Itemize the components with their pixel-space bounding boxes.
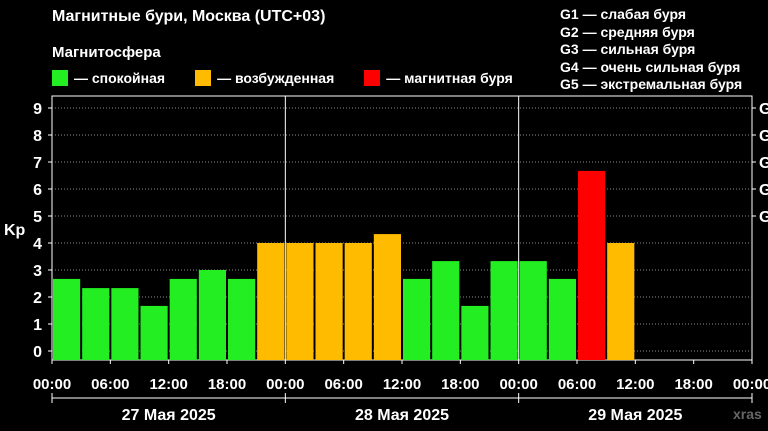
y-tick-label-2: 2 bbox=[33, 290, 42, 307]
legend-label-storm: — магнитная буря bbox=[386, 70, 513, 86]
right-axis-label-g1: G bbox=[759, 209, 768, 226]
bar-9 bbox=[315, 243, 343, 360]
bar-10 bbox=[344, 243, 372, 360]
x-tick-label-7: 18:00 bbox=[441, 376, 479, 393]
y-tick-label-7: 7 bbox=[33, 155, 42, 172]
y-tick-label-0: 0 bbox=[33, 344, 42, 361]
legend-item-active: — возбужденная bbox=[195, 70, 334, 86]
x-tick-label-0: 00:00 bbox=[33, 376, 71, 393]
y-tick-label-6: 6 bbox=[33, 182, 42, 199]
bar-5 bbox=[198, 270, 226, 360]
g-level-g2: G2 — средняя буря bbox=[560, 23, 695, 40]
magnetosphere-subtitle: Магнитосфера bbox=[52, 44, 161, 61]
bar-4 bbox=[169, 278, 197, 360]
day-label-0: 27 Мая 2025 bbox=[122, 407, 216, 424]
g-level-g4: G4 — очень сильная буря bbox=[560, 58, 741, 75]
bar-14 bbox=[461, 305, 489, 360]
chart-title: Магнитные бури, Москва (UTC+03) bbox=[52, 8, 326, 25]
right-axis-label-g4: G bbox=[759, 128, 768, 145]
day-label-1: 28 Мая 2025 bbox=[355, 407, 449, 424]
bar-8 bbox=[286, 243, 314, 360]
legend-item-quiet: — спокойная bbox=[52, 70, 165, 86]
watermark: xras bbox=[733, 406, 762, 422]
g-level-legend: G1 — слабая буря G2 — средняя буря G3 — … bbox=[560, 6, 742, 94]
legend-swatch-quiet bbox=[52, 70, 68, 86]
g-level-g3: G3 — сильная буря bbox=[560, 41, 696, 57]
bar-6 bbox=[228, 278, 256, 360]
legend-swatch-active bbox=[195, 70, 212, 86]
bar-15 bbox=[490, 261, 518, 360]
x-tick-label-3: 18:00 bbox=[208, 376, 246, 393]
legend-swatch-storm bbox=[364, 70, 381, 86]
x-tick-label-6: 12:00 bbox=[383, 376, 421, 393]
y-tick-label-8: 8 bbox=[33, 128, 42, 145]
g-level-g1: G1 — слабая буря bbox=[560, 6, 687, 22]
bar-17 bbox=[548, 278, 576, 360]
y-tick-label-5: 5 bbox=[33, 209, 42, 226]
x-tick-label-1: 06:00 bbox=[91, 376, 129, 393]
y-tick-label-9: 9 bbox=[33, 101, 42, 118]
bar-16 bbox=[519, 261, 547, 360]
right-axis-label-g5: G bbox=[759, 101, 768, 118]
right-axis-label-g2: G bbox=[759, 182, 768, 199]
bar-3 bbox=[140, 305, 168, 360]
bar-18 bbox=[578, 170, 606, 360]
y-tick-label-4: 4 bbox=[33, 236, 42, 253]
x-tick-label-5: 06:00 bbox=[324, 376, 362, 393]
legend-item-storm: — магнитная буря bbox=[364, 70, 513, 86]
day-label-2: 29 Мая 2025 bbox=[588, 407, 682, 424]
g-level-g5: G5 — экстремальная буря bbox=[560, 76, 743, 92]
x-tick-label-4: 00:00 bbox=[266, 376, 304, 393]
legend: — спокойная — возбужденная — магнитная б… bbox=[52, 70, 543, 86]
bar-13 bbox=[432, 261, 460, 360]
legend-label-quiet: — спокойная bbox=[74, 70, 166, 86]
y-axis-label: Kp bbox=[4, 222, 26, 239]
x-tick-label-8: 00:00 bbox=[499, 376, 537, 393]
bar-11 bbox=[373, 234, 401, 360]
bar-1 bbox=[82, 288, 110, 360]
bar-0 bbox=[53, 278, 81, 360]
y-tick-label-1: 1 bbox=[33, 317, 42, 334]
x-tick-label-2: 12:00 bbox=[149, 376, 187, 393]
x-tick-label-10: 12:00 bbox=[616, 376, 654, 393]
y-tick-label-3: 3 bbox=[33, 263, 42, 280]
right-axis-label-g3: G bbox=[759, 155, 768, 172]
x-tick-label-12: 00:00 bbox=[733, 376, 768, 393]
bar-2 bbox=[111, 288, 139, 360]
bar-12 bbox=[403, 278, 431, 360]
legend-label-active: — возбужденная bbox=[217, 70, 335, 86]
bar-19 bbox=[607, 243, 635, 360]
bar-7 bbox=[257, 243, 285, 360]
x-tick-label-9: 06:00 bbox=[558, 376, 596, 393]
x-tick-label-11: 18:00 bbox=[674, 376, 712, 393]
